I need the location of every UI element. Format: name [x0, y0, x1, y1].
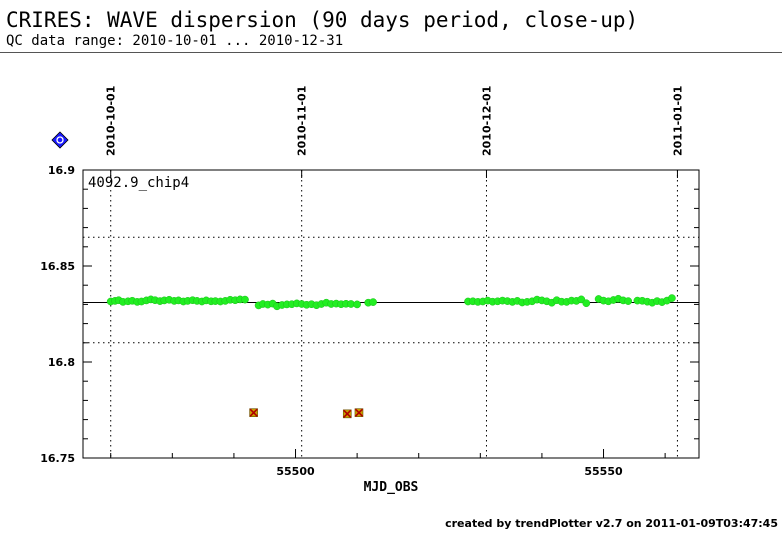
plot-frame — [82, 169, 700, 459]
outlier-cross — [354, 408, 364, 417]
date-tick-label: 2010-10-01 — [105, 86, 118, 156]
date-tick-label: 2010-11-01 — [296, 86, 309, 156]
page-title: CRIRES: WAVE dispersion (90 days period,… — [6, 8, 639, 32]
date-tick-label: 2011-01-01 — [671, 86, 684, 156]
legend-marker-ring — [56, 136, 64, 144]
y-tick-label: 16.8 — [48, 356, 75, 369]
x-axis-label: MJD_OBS — [364, 480, 419, 495]
date-tick-label: 2010-12-01 — [480, 86, 493, 156]
qc-data-range: QC data range: 2010-10-01 ... 2010-12-31 — [6, 33, 344, 49]
data-points — [106, 294, 676, 419]
y-tick-label: 16.9 — [48, 164, 75, 177]
data-point — [624, 297, 633, 305]
data-point — [668, 294, 676, 302]
data-point — [353, 300, 361, 309]
outlier-cross — [249, 408, 258, 417]
date-axis-labels: 2010-10-01 2010-11-01 2010-12-01 2011-01-01 — [105, 86, 685, 156]
grid-lines — [83, 170, 699, 458]
header-divider — [0, 52, 782, 53]
data-point — [582, 299, 591, 308]
legend — [51, 131, 69, 149]
axis-ticks — [83, 170, 699, 458]
y-tick-label: 16.85 — [40, 260, 75, 273]
x-tick-label: 55500 — [276, 465, 315, 478]
panel-label: 4092.9_chip4 — [88, 175, 189, 191]
y-tick-label: 16.75 — [40, 452, 75, 465]
outlier-cross — [343, 409, 352, 418]
legend-marker — [51, 131, 69, 149]
data-point — [369, 298, 377, 306]
tick-labels: 55500 55550 16.75 16.8 16.85 16.9 — [40, 164, 623, 478]
x-tick-label: 55550 — [584, 465, 623, 478]
footer-credit: created by trendPlotter v2.7 on 2011-01-… — [445, 517, 778, 530]
data-point — [241, 295, 249, 304]
